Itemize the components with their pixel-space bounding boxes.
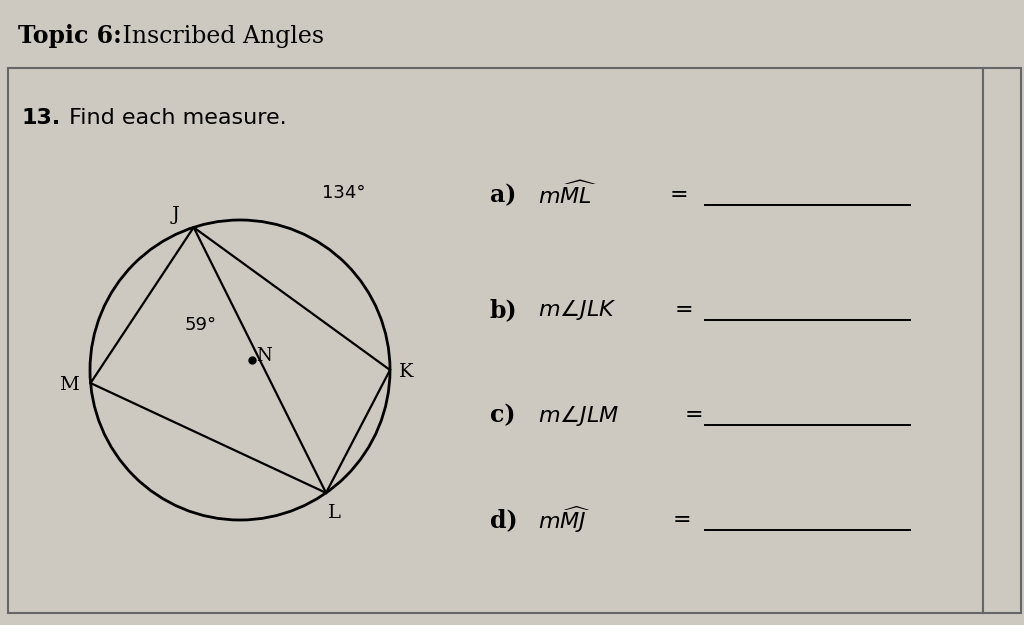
Text: 13.: 13. [22,108,61,128]
Text: d): d) [490,508,517,532]
Text: J: J [172,206,179,224]
Text: a): a) [490,183,516,207]
Text: N: N [256,347,272,365]
Text: Topic 6:: Topic 6: [18,24,122,48]
Bar [8,68,983,613]
Text: =: = [685,404,703,426]
Text: 59°: 59° [185,316,217,334]
Text: =: = [673,509,691,531]
Text: $m\widehat{MJ}$: $m\widehat{MJ}$ [538,504,591,536]
Text: L: L [328,504,341,522]
Text: =: = [670,184,688,206]
Text: c): c) [490,403,515,427]
Bar [983,68,1021,613]
Text: K: K [398,363,414,381]
Text: =: = [675,299,693,321]
Text: $m\angle JLM$: $m\angle JLM$ [538,402,620,428]
Text: M: M [58,376,79,394]
Text: Find each measure.: Find each measure. [62,108,287,128]
Text: $m\angle JLK$: $m\angle JLK$ [538,298,616,322]
Text: Inscribed Angles: Inscribed Angles [115,25,325,48]
Text: $m\widehat{ML}$: $m\widehat{ML}$ [538,181,597,209]
Text: b): b) [490,298,517,322]
Text: 134°: 134° [323,184,366,202]
